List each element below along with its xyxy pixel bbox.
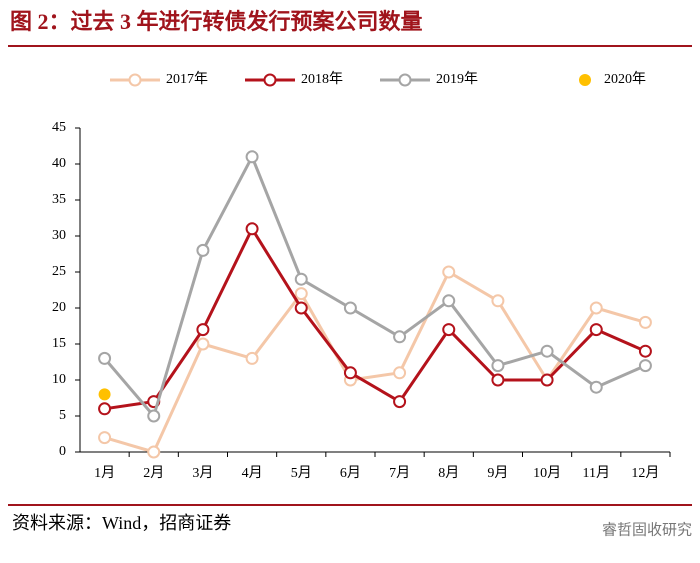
x-tick-label: 3月 [192, 465, 213, 481]
x-tick-label: 9月 [487, 465, 508, 481]
y-tick-label: 30 [52, 228, 66, 243]
y-tick-label: 25 [52, 264, 66, 279]
point-marker [98, 431, 112, 445]
y-tick-label: 45 [52, 120, 66, 135]
x-tick-label: 2月 [143, 465, 164, 481]
point-marker [294, 301, 308, 315]
y-tick-label: 20 [52, 300, 66, 315]
point-marker [245, 150, 259, 164]
legend-marker [579, 74, 591, 86]
point-marker [393, 395, 407, 409]
x-tick-label: 7月 [389, 465, 410, 481]
point-marker [638, 344, 652, 358]
point-marker [442, 323, 456, 337]
y-tick-label: 10 [52, 372, 66, 387]
point-marker [589, 380, 603, 394]
x-tick-label: 11月 [583, 465, 610, 481]
point-marker [245, 222, 259, 236]
point-marker [393, 366, 407, 380]
legend-label: 2017年 [166, 71, 208, 87]
point-marker [442, 265, 456, 279]
point-marker [245, 351, 259, 365]
point-marker [196, 243, 210, 257]
point-marker [98, 402, 112, 416]
point-marker [147, 409, 161, 423]
legend-label: 2018年 [301, 71, 343, 87]
legend-label: 2019年 [436, 71, 478, 87]
x-tick-label: 10月 [533, 465, 561, 481]
point-marker [589, 323, 603, 337]
x-tick-label: 1月 [94, 465, 115, 481]
point-marker [294, 287, 308, 301]
point-marker [98, 388, 111, 401]
y-tick-label: 35 [52, 192, 66, 207]
x-tick-label: 5月 [291, 465, 312, 481]
y-tick-label: 15 [52, 336, 66, 351]
point-marker [589, 301, 603, 315]
y-tick-label: 0 [59, 444, 66, 459]
point-marker [196, 337, 210, 351]
point-marker [491, 373, 505, 387]
point-marker [393, 330, 407, 344]
point-marker [491, 294, 505, 308]
legend-label: 2020年 [604, 71, 646, 87]
point-marker [343, 366, 357, 380]
point-marker [540, 344, 554, 358]
series-line [104, 227, 647, 411]
point-marker [196, 323, 210, 337]
legend-marker [128, 73, 142, 87]
legend-marker [398, 73, 412, 87]
point-marker [638, 359, 652, 373]
source: 资料来源：Wind，招商证券 [12, 513, 231, 533]
series-line [103, 155, 647, 418]
y-tick-label: 40 [52, 156, 66, 171]
watermark: 睿哲固收研究 [602, 521, 692, 539]
series-line [104, 270, 646, 454]
x-tick-label: 12月 [631, 465, 659, 481]
point-marker [98, 351, 112, 365]
x-tick-label: 6月 [340, 465, 361, 481]
point-marker [638, 315, 652, 329]
legend-marker [263, 73, 277, 87]
point-marker [147, 445, 161, 459]
chart-title: 图 2：过去 3 年进行转债发行预案公司数量 [10, 9, 423, 34]
point-marker [343, 301, 357, 315]
x-tick-label: 8月 [438, 465, 459, 481]
point-marker [491, 359, 505, 373]
point-marker [540, 373, 554, 387]
y-tick-label: 5 [59, 408, 66, 423]
point-marker [442, 294, 456, 308]
x-tick-label: 4月 [242, 465, 263, 481]
point-marker [294, 272, 308, 286]
